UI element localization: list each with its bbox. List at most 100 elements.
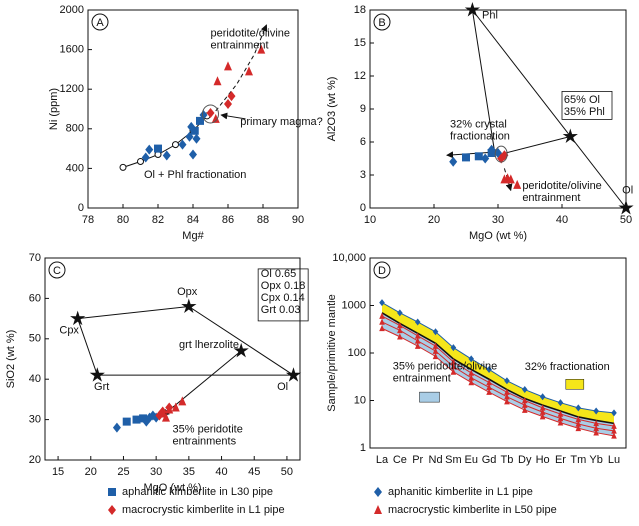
marker-diamond [397, 309, 403, 317]
marker-triangle [557, 414, 564, 422]
y-tick-label: 0 [78, 202, 84, 214]
marker-triangle [504, 388, 510, 395]
marker-triangle [468, 374, 475, 381]
x-tick-label: Ho [536, 454, 550, 466]
panel-badge [48, 261, 66, 279]
y-tick-label: 400 [66, 162, 84, 174]
series-line [381, 321, 615, 432]
y-tick-label: 20 [29, 454, 41, 466]
x-tick-label: 80 [117, 214, 129, 226]
x-tick-label: La [376, 454, 389, 466]
marker-star [70, 310, 86, 326]
model-line [472, 9, 627, 209]
marker-triangle [245, 66, 253, 76]
marker-triangle [504, 398, 510, 405]
marker-triangle [450, 368, 457, 375]
marker-square [474, 152, 483, 161]
marker-diamond [206, 107, 215, 118]
annotation: Opx 0.18 [261, 280, 306, 292]
model-line [471, 9, 496, 154]
marker-diamond [487, 144, 496, 155]
x-tick-label: 30 [150, 466, 162, 478]
y-tick-label: 70 [29, 252, 41, 264]
series-line [381, 312, 615, 425]
marker-triangle [158, 408, 167, 418]
series-line [381, 327, 615, 437]
marker-triangle [575, 415, 582, 423]
marker-star [285, 367, 302, 382]
y-tick-label: 100 [348, 347, 366, 359]
marker-triangle [539, 408, 546, 415]
y-tick-label: 1 [360, 442, 366, 454]
annotation: 65% Ol [564, 94, 600, 106]
marker-square [190, 126, 199, 135]
marker-diamond [199, 109, 208, 120]
marker-triangle [486, 388, 492, 395]
x-tick-label: 50 [620, 214, 632, 226]
x-axis-label: MgO (wt %) [143, 482, 201, 494]
marker-star [562, 128, 578, 143]
y-tick-label: 1000 [342, 299, 366, 311]
marker-square [462, 153, 470, 162]
marker-triangle [521, 406, 528, 413]
marker-triangle [521, 397, 528, 404]
marker-diamond [185, 131, 194, 142]
swatch-yellow [565, 379, 585, 390]
x-tick-label: Er [555, 454, 566, 466]
marker-triangle [224, 61, 232, 71]
marker-triangle [503, 173, 512, 183]
marker-triangle [486, 378, 492, 386]
y-tick-label: 18 [354, 4, 366, 16]
y-tick-label: 2000 [60, 4, 84, 16]
highlight [202, 104, 219, 124]
annotation: Ol [277, 381, 288, 393]
marker-triangle [379, 318, 385, 325]
annotation: primary magma? [240, 116, 323, 128]
annotation: Cpx [59, 325, 79, 337]
marker-diamond [593, 407, 599, 415]
annotation: peridotite/olivine [211, 28, 291, 40]
marker-triangle [379, 312, 385, 319]
marker-triangle [611, 422, 617, 429]
panel-badge [373, 261, 391, 279]
marker-triangle [593, 429, 599, 436]
annotation: entrainment [211, 40, 269, 52]
marker-triangle [504, 393, 510, 400]
annotation: 32% crystal [450, 118, 507, 130]
marker-square [196, 116, 204, 125]
y-tick-label: 1600 [60, 44, 84, 56]
y-tick-label: 10,000 [332, 252, 366, 264]
marker-triangle [213, 76, 222, 86]
annotation: Ol + Phl fractionation [144, 169, 246, 181]
marker-triangle [374, 505, 382, 514]
panel-label: B [378, 17, 385, 29]
marker-diamond [187, 121, 196, 132]
x-tick-label: 90 [292, 214, 304, 226]
annotation: entrainments [173, 436, 237, 448]
marker-triangle [171, 402, 180, 412]
y-tick-label: 40 [29, 373, 41, 385]
panel-label: C [53, 265, 61, 277]
annotation: fractionation [450, 130, 510, 142]
x-tick-label: 78 [82, 214, 94, 226]
marker-star [89, 367, 105, 382]
swatch-blue [419, 391, 440, 403]
x-tick-label: 86 [222, 214, 234, 226]
band [382, 312, 614, 436]
x-tick-label: Pr [412, 454, 423, 466]
annotation: Grt 0.03 [261, 304, 301, 316]
annotation: Phl [482, 9, 498, 21]
marker-diamond [112, 422, 121, 433]
x-tick-label: Dy [518, 454, 532, 466]
x-tick-label: 15 [52, 466, 64, 478]
x-tick-label: 10 [364, 214, 376, 226]
panel-label: D [378, 265, 386, 277]
marker-diamond [192, 133, 201, 144]
series-line [381, 315, 615, 427]
model-line [122, 115, 208, 168]
marker-triangle [450, 358, 457, 365]
legend-label: macrocrystic kimberlite in L1 pipe [122, 504, 285, 516]
marker-triangle [397, 333, 403, 340]
marker-diamond [189, 149, 197, 160]
marker-star [618, 200, 634, 215]
